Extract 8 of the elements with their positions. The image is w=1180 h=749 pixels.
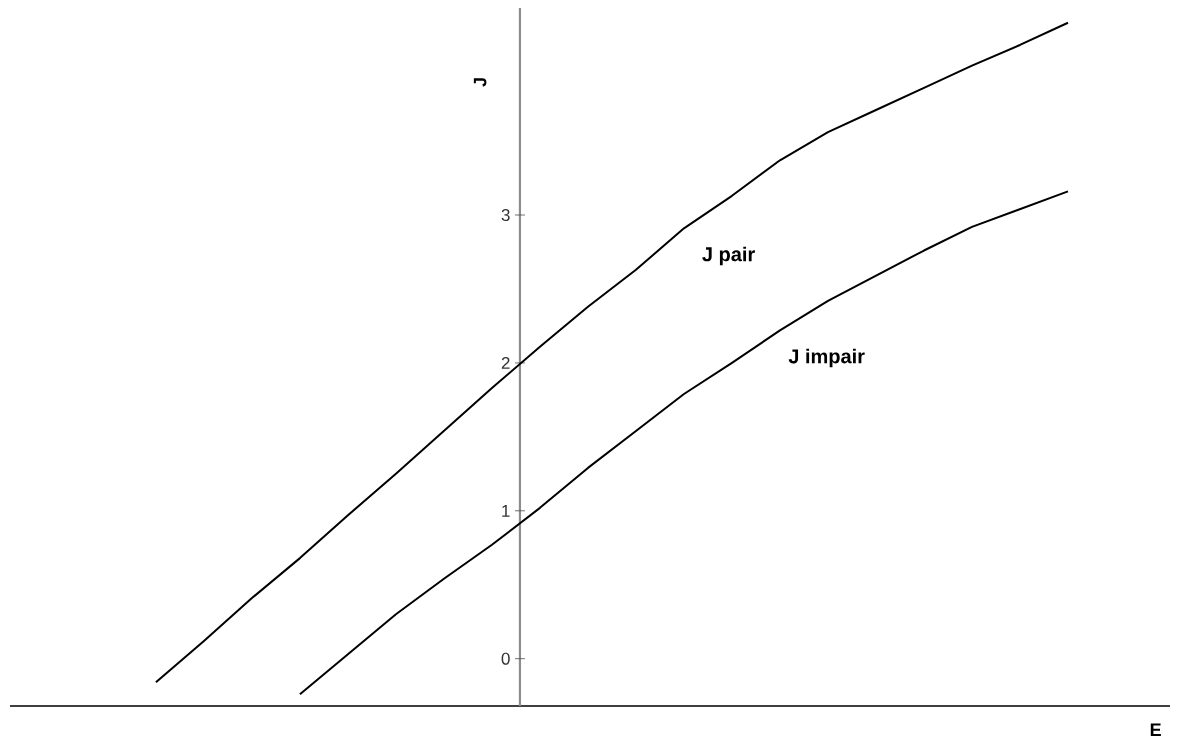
y-tick-label: 3 (501, 209, 510, 222)
x-axis-title: E (1150, 723, 1161, 736)
y-tick-label: 2 (501, 356, 510, 369)
series-label: J pair (702, 246, 755, 266)
y-tick-label: 1 (502, 504, 510, 517)
y-tick-label: 0 (501, 652, 510, 665)
y-axis-title: J (473, 78, 487, 87)
series-label: J impair (788, 348, 865, 368)
